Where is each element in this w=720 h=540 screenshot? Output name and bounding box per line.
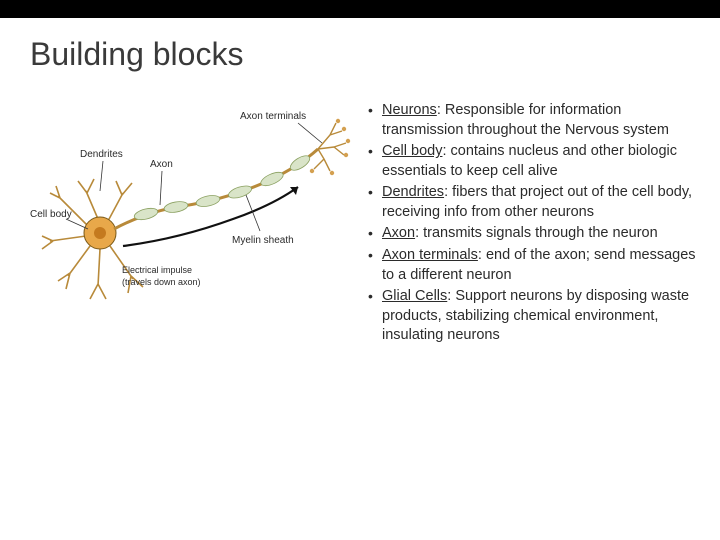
label-axon: Axon	[150, 159, 173, 170]
list-item: Dendrites: fibers that project out of th…	[368, 183, 700, 222]
content-row: Dendrites Axon Axon terminals Cell body …	[0, 73, 720, 348]
list-item: Glial Cells: Support neurons by disposin…	[368, 287, 700, 346]
term: Axon terminals	[382, 247, 478, 263]
label-myelin-sheath: Myelin sheath	[232, 235, 294, 246]
term: Neurons	[382, 102, 437, 118]
list-item: Axon terminals: end of the axon; send me…	[368, 246, 700, 285]
desc: : transmits signals through the neuron	[415, 225, 658, 241]
axon-group	[114, 149, 318, 229]
term: Glial Cells	[382, 288, 447, 304]
label-axon-terminals: Axon terminals	[240, 111, 306, 122]
neuron-diagram: Dendrites Axon Axon terminals Cell body …	[28, 101, 358, 321]
term: Axon	[382, 225, 415, 241]
bullet-list: Neurons: Responsible for information tra…	[368, 101, 700, 346]
label-electrical-impulse-2: (travels down axon)	[122, 277, 201, 287]
list-item: Neurons: Responsible for information tra…	[368, 101, 700, 140]
term: Cell body	[382, 143, 442, 159]
axon-terminals-group	[310, 119, 350, 175]
term: Dendrites	[382, 184, 444, 200]
list-item: Axon: transmits signals through the neur…	[368, 224, 700, 244]
nucleus-shape	[94, 227, 106, 239]
top-black-bar	[0, 0, 720, 18]
label-dendrites: Dendrites	[80, 149, 123, 160]
text-column: Neurons: Responsible for information tra…	[360, 101, 700, 348]
label-electrical-impulse-1: Electrical impulse	[122, 265, 192, 275]
list-item: Cell body: contains nucleus and other bi…	[368, 142, 700, 181]
slide-title: Building blocks	[0, 18, 720, 73]
diagram-column: Dendrites Axon Axon terminals Cell body …	[20, 101, 360, 348]
label-cell-body: Cell body	[30, 209, 72, 220]
